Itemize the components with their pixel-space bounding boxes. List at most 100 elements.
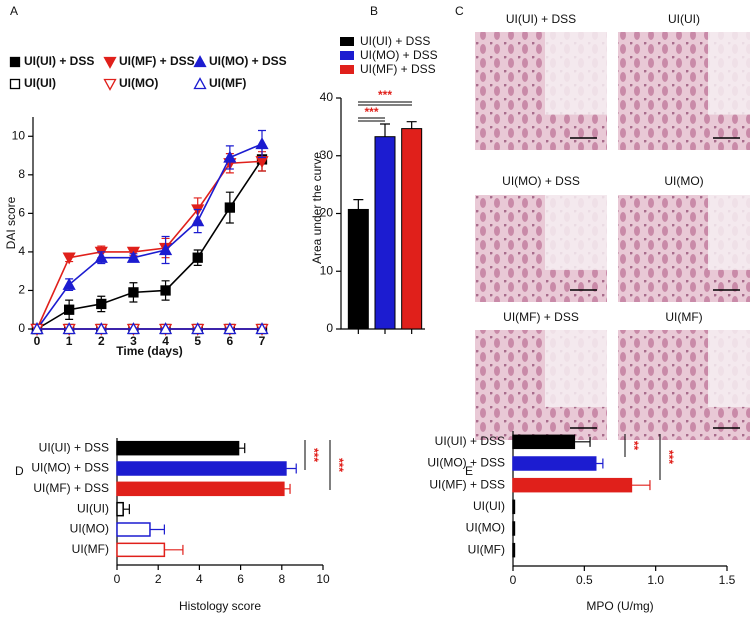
x-tick-label: 6 bbox=[237, 572, 244, 586]
x-tick-label: 10 bbox=[316, 572, 330, 586]
legend-label: UI(UI) bbox=[24, 76, 56, 90]
y-tick-label: 0 bbox=[18, 321, 25, 335]
series-line bbox=[36, 160, 263, 330]
bar bbox=[116, 501, 124, 517]
y-tick-label: 4 bbox=[18, 244, 25, 258]
y-tick-label: 8 bbox=[18, 167, 25, 181]
y-tick-label: 30 bbox=[320, 148, 334, 162]
x-tick-label: 1.5 bbox=[719, 573, 736, 587]
marker bbox=[62, 252, 76, 265]
marker bbox=[255, 322, 269, 335]
histology-bg bbox=[545, 195, 607, 270]
bar bbox=[116, 542, 166, 558]
significance-bracket bbox=[358, 117, 385, 122]
marker bbox=[160, 285, 171, 296]
error-bar bbox=[164, 544, 184, 555]
bar bbox=[116, 522, 151, 537]
y-tick-label: UI(UI) bbox=[473, 499, 505, 513]
histology-bg bbox=[708, 195, 750, 270]
significance-label: ** bbox=[627, 441, 641, 451]
error-bar bbox=[238, 443, 246, 454]
y-tick-label: 20 bbox=[320, 206, 334, 220]
significance-label: *** bbox=[364, 105, 378, 119]
legend-marker bbox=[9, 56, 21, 68]
bar bbox=[116, 440, 240, 456]
x-tick-label: 6 bbox=[227, 334, 234, 348]
panel-label: B bbox=[370, 4, 378, 18]
marker bbox=[255, 137, 269, 150]
histology-bg bbox=[708, 32, 750, 115]
marker bbox=[191, 214, 205, 227]
bar bbox=[401, 128, 423, 330]
significance-label: *** bbox=[307, 448, 321, 462]
y-tick-label: 10 bbox=[12, 128, 26, 142]
error-bar bbox=[595, 458, 604, 469]
legend-swatch bbox=[340, 51, 354, 60]
error-bar bbox=[380, 123, 390, 137]
error-bar bbox=[149, 524, 165, 535]
x-tick-label: 1.0 bbox=[647, 573, 664, 587]
x-axis-label: Time (days) bbox=[116, 344, 182, 358]
marker bbox=[128, 287, 139, 298]
marker bbox=[94, 322, 108, 335]
y-tick-label: UI(MF) + DSS bbox=[33, 481, 109, 495]
x-tick-label: 1 bbox=[66, 334, 73, 348]
x-tick-label: 0 bbox=[510, 573, 517, 587]
y-tick-label: UI(MO) bbox=[466, 521, 505, 535]
y-tick-label: 10 bbox=[320, 263, 334, 277]
legend-label: UI(MO) + DSS bbox=[360, 48, 438, 62]
legend-marker bbox=[9, 78, 21, 90]
marker bbox=[223, 150, 237, 163]
bar bbox=[512, 456, 597, 471]
axis bbox=[512, 431, 727, 567]
marker bbox=[96, 298, 107, 310]
error-bar bbox=[574, 436, 591, 447]
x-tick-label: 5 bbox=[194, 334, 201, 348]
x-tick-label: 2 bbox=[155, 572, 162, 586]
y-tick-label: UI(UI) + DSS bbox=[435, 434, 505, 448]
legend-marker bbox=[193, 55, 207, 68]
y-tick-label: UI(MO) bbox=[70, 522, 109, 536]
image-caption: UI(MF) + DSS bbox=[503, 310, 579, 324]
y-tick-label: UI(MF) bbox=[72, 542, 109, 556]
histology-bg bbox=[708, 330, 750, 407]
y-tick-label: UI(MO) + DSS bbox=[427, 456, 505, 470]
y-tick-label: UI(MF) + DSS bbox=[429, 477, 505, 491]
y-axis-label: Area under the curve bbox=[310, 152, 324, 264]
series-line bbox=[36, 158, 263, 330]
marker bbox=[30, 322, 44, 335]
error-bar bbox=[406, 121, 417, 129]
bar bbox=[512, 434, 576, 450]
significance-label: *** bbox=[378, 88, 392, 102]
legend-label: UI(MF) + DSS bbox=[119, 54, 195, 68]
x-tick-label: 0 bbox=[114, 572, 121, 586]
x-axis-label: MPO (U/mg) bbox=[586, 599, 653, 613]
y-tick-label: UI(UI) bbox=[77, 501, 109, 515]
bar bbox=[512, 477, 633, 493]
legend-label: UI(MO) + DSS bbox=[209, 54, 287, 68]
x-tick-label: 8 bbox=[278, 572, 285, 586]
x-tick-label: 0 bbox=[34, 334, 41, 348]
legend-label: UI(MO) bbox=[119, 76, 158, 90]
image-caption: UI(MO) bbox=[664, 174, 703, 188]
error-bar bbox=[285, 463, 297, 474]
error-bar bbox=[123, 504, 130, 515]
marker bbox=[63, 304, 75, 315]
marker bbox=[223, 322, 237, 335]
x-tick-label: 3 bbox=[130, 334, 137, 348]
legend-label: UI(MF) + DSS bbox=[360, 62, 436, 76]
y-tick-label: 0 bbox=[326, 321, 333, 335]
marker bbox=[158, 243, 173, 256]
y-tick-label: UI(MO) + DSS bbox=[31, 461, 109, 475]
bar bbox=[512, 521, 516, 536]
x-tick-label: 0.5 bbox=[576, 573, 593, 587]
significance-bracket bbox=[358, 101, 412, 106]
bar bbox=[347, 208, 369, 330]
marker bbox=[191, 322, 205, 335]
marker bbox=[224, 202, 236, 213]
marker bbox=[126, 250, 141, 263]
legend-label: UI(UI) + DSS bbox=[360, 34, 430, 48]
legend-marker bbox=[103, 78, 117, 91]
panel-label: A bbox=[10, 4, 18, 18]
error-bar bbox=[283, 483, 291, 494]
